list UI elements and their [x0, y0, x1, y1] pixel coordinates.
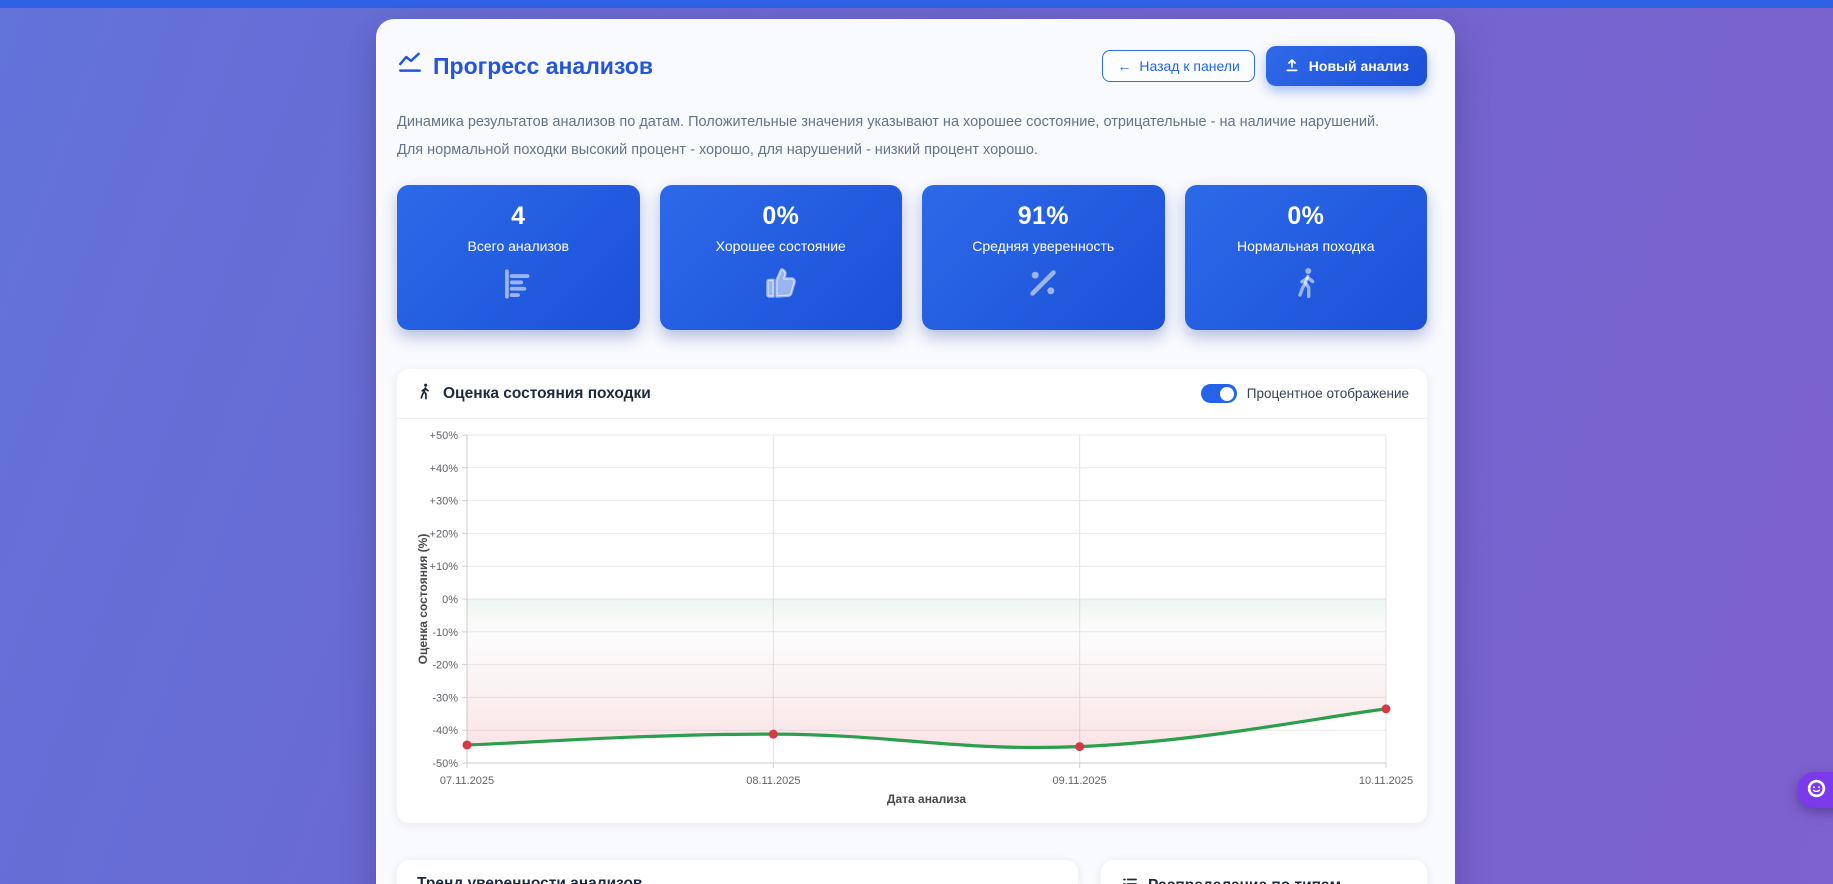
page-title: Прогресс анализов: [397, 50, 653, 82]
chart-data-point: [768, 729, 778, 739]
gait-card-title-text: Оценка состояния походки: [443, 384, 651, 402]
chart-data-point: [462, 739, 472, 749]
y-tick-label: +40%: [430, 462, 459, 474]
y-tick-label: -10%: [432, 626, 458, 638]
x-tick-label: 07.11.2025: [440, 775, 494, 787]
upload-icon: [1284, 57, 1300, 76]
new-analysis-label: Новый анализ: [1308, 58, 1409, 74]
stat-card-normal-gait: 0% Нормальная походка: [1184, 184, 1428, 330]
type-distribution-card: Распределение по типам: [1101, 859, 1427, 884]
thumbs-up-icon: [660, 265, 903, 306]
header-buttons: ← Назад к панели Новый анализ: [1102, 46, 1427, 86]
y-tick-label: +30%: [430, 495, 459, 507]
x-tick-label: 10.11.2025: [1359, 775, 1413, 787]
gait-chart-area: +50% +40% +30% +20% +10% 0% -10% -20% -30% -40% -5…: [397, 419, 1427, 823]
stat-label: Нормальная походка: [1237, 237, 1375, 254]
stat-value: 91%: [1017, 201, 1069, 230]
percent-toggle-switch[interactable]: [1200, 384, 1237, 404]
back-button-label: Назад к панели: [1139, 58, 1240, 74]
gait-card-title: Оценка состояния походки: [415, 382, 651, 406]
gait-score-chart: +50% +40% +30% +20% +10% 0% -10% -20% -30% -40% -5…: [416, 430, 1413, 806]
stat-label: Всего анализов: [467, 237, 569, 254]
page-description: Динамика результатов анализов по датам. …: [397, 114, 1380, 159]
y-tick-label: -50%: [432, 758, 458, 770]
walking-icon: [1185, 265, 1428, 306]
type-distribution-header: Распределение по типам: [1101, 860, 1427, 884]
y-axis-title: Оценка состояния (%): [416, 533, 430, 664]
stats-row: 4 Всего анализов 0% Хорошее состояние 91…: [397, 184, 1428, 330]
back-to-panel-button[interactable]: ← Назад к панели: [1102, 50, 1255, 82]
confidence-trend-header: Тренд уверенности анализов: [397, 860, 1078, 884]
stat-value: 4: [511, 201, 526, 230]
bottom-cards-row: Тренд уверенности анализов Распределение…: [397, 859, 1427, 884]
back-arrow-icon: ←: [1117, 58, 1132, 74]
stat-label: Хорошее состояние: [715, 237, 846, 254]
chart-data-point: [1381, 703, 1391, 713]
stat-card-total: 4 Всего анализов: [397, 184, 640, 330]
y-tick-label: +10%: [430, 561, 459, 573]
gait-score-card: Оценка состояния походки Процентное отоб…: [397, 368, 1427, 823]
x-tick-label: 08.11.2025: [746, 775, 800, 787]
accessibility-widget-button[interactable]: [1797, 772, 1833, 808]
y-tick-label: +20%: [430, 528, 459, 540]
percent-toggle-label: Процентное отображение: [1246, 386, 1409, 402]
percent-toggle-group: Процентное отображение: [1200, 384, 1409, 404]
y-tick-label: -30%: [432, 692, 458, 704]
confidence-trend-card: Тренд уверенности анализов: [397, 859, 1078, 884]
stat-value: 0%: [762, 201, 800, 230]
y-tick-label: +50%: [430, 430, 459, 442]
percent-icon: [922, 265, 1165, 306]
gait-card-header: Оценка состояния походки Процентное отоб…: [397, 369, 1427, 419]
bar-chart-icon: [397, 265, 640, 308]
new-analysis-button[interactable]: Новый анализ: [1265, 46, 1427, 86]
stat-card-good-state: 0% Хорошее состояние: [659, 184, 903, 330]
list-icon: [1121, 875, 1139, 884]
type-distribution-title: Распределение по типам: [1148, 877, 1341, 884]
y-tick-label: 0%: [442, 594, 458, 606]
toggle-knob: [1220, 386, 1235, 401]
main-card: Прогресс анализов ← Назад к панели Новый…: [376, 19, 1455, 884]
line-chart-icon: [397, 50, 423, 82]
top-accent-bar: [0, 0, 1833, 8]
stat-label: Средняя уверенность: [972, 237, 1115, 254]
chart-area-fill: [467, 598, 1386, 748]
page-header: Прогресс анализов ← Назад к панели Новый…: [397, 46, 1427, 86]
chart-data-point: [1075, 741, 1085, 751]
stat-card-confidence: 91% Средняя уверенность: [922, 184, 1165, 330]
x-axis-title: Дата анализа: [887, 792, 967, 806]
page-title-text: Прогресс анализов: [433, 52, 653, 79]
stat-value: 0%: [1287, 201, 1325, 230]
y-tick-label: -40%: [432, 725, 458, 737]
x-tick-label: 09.11.2025: [1053, 775, 1107, 787]
y-tick-label: -20%: [432, 659, 458, 671]
walking-person-icon: [415, 382, 434, 406]
confidence-trend-title: Тренд уверенности анализов: [417, 874, 643, 884]
accessibility-badge-icon: [1806, 778, 1827, 802]
chart-line: [465, 706, 1388, 749]
